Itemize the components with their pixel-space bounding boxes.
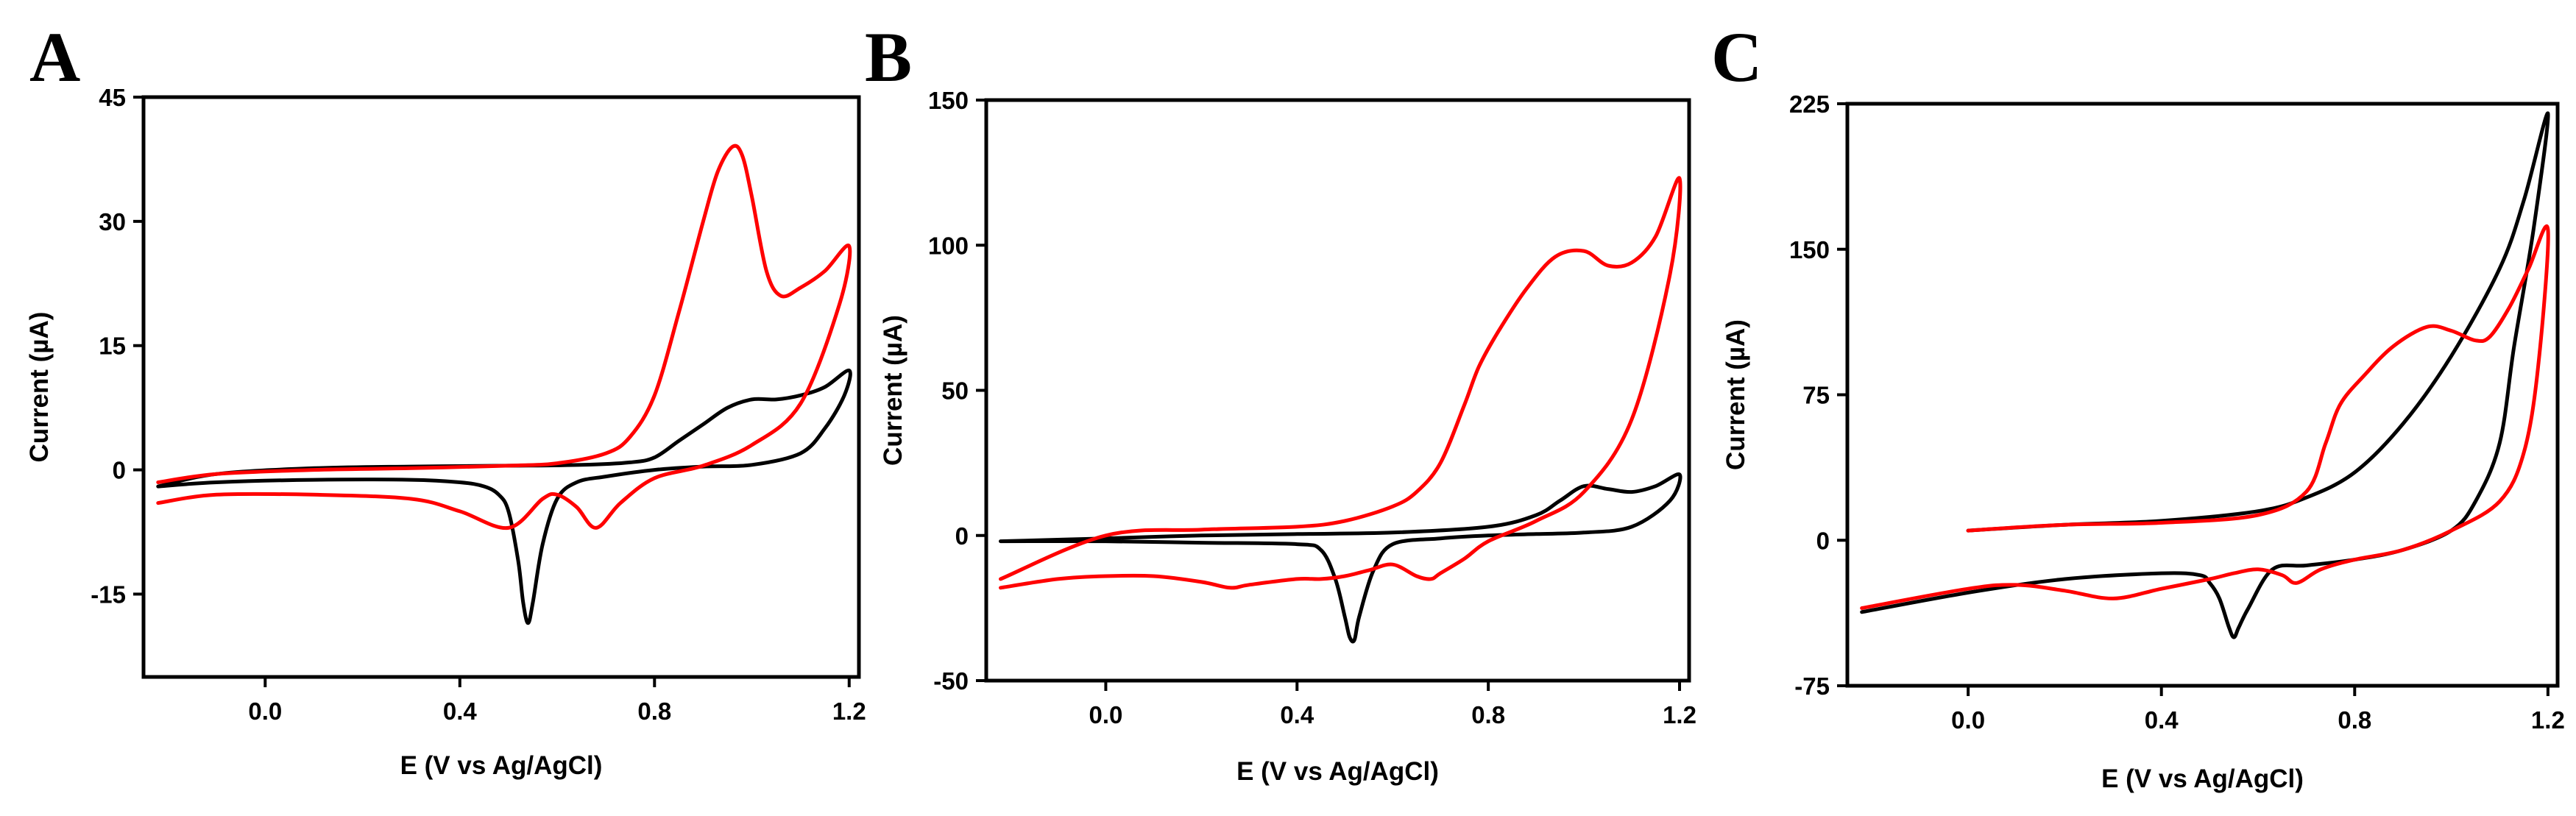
y-tick-label: -15: [91, 581, 126, 608]
series-line-red: [156, 143, 852, 531]
y-axis-label: Current (µA): [25, 312, 54, 463]
panel-letter: B: [865, 18, 912, 96]
x-tick-label: 0.0: [1951, 706, 1985, 734]
y-axis-label: Current (µA): [879, 315, 907, 466]
x-axis-label: E (V vs Ag/AgCl): [400, 751, 603, 780]
y-tick-label: 45: [99, 84, 126, 111]
panel-B: B 0.0 0.4 0.8 1.2 -50 0 50 100 150 E (V vs Ag/AgCl…: [865, 18, 1696, 786]
series-line-black: [156, 369, 852, 625]
x-tick-label: 0.0: [248, 698, 282, 725]
y-tick-label: -50: [933, 667, 969, 695]
x-tick-label: 1.2: [2531, 706, 2565, 734]
series-line-black: [1860, 111, 2550, 639]
y-tick-label: 0: [113, 457, 126, 484]
y-tick-label: 150: [1789, 236, 1830, 263]
x-tick-label: 0.4: [1280, 701, 1314, 728]
y-tick-label: 15: [99, 333, 126, 360]
y-axis-label: Current (µA): [1722, 319, 1750, 470]
series-line-black: [999, 472, 1682, 644]
y-tick-label: 75: [1802, 382, 1830, 409]
plot-frame: [1845, 102, 2560, 688]
x-tick-label: 1.2: [832, 698, 866, 725]
y-tick-label: 100: [928, 232, 969, 259]
panel-letter: C: [1711, 18, 1762, 96]
x-tick-label: 1.2: [1663, 701, 1696, 728]
x-tick-label: 0.8: [637, 698, 671, 725]
y-tick-label: -75: [1794, 673, 1830, 700]
x-tick-label: 0.8: [2338, 706, 2371, 734]
panel-C: C 0.0 0.4 0.8 1.2 -75 0 75 150 225 E (V vs Ag/AgCl…: [1711, 18, 2565, 793]
x-tick-label: 0.0: [1089, 701, 1122, 728]
plot-frame: [141, 95, 861, 679]
x-tick-label: 0.8: [1471, 701, 1505, 728]
y-tick-label: 0: [1816, 527, 1830, 554]
y-tick-label: 150: [928, 87, 969, 114]
x-tick-label: 0.4: [443, 698, 478, 725]
y-tick-label: 50: [941, 377, 969, 405]
y-tick-label: 225: [1789, 91, 1830, 118]
y-tick-label: 30: [99, 208, 126, 235]
x-axis-label: E (V vs Ag/AgCl): [1236, 757, 1439, 786]
x-axis-label: E (V vs Ag/AgCl): [2101, 764, 2304, 793]
series-line-red: [999, 176, 1682, 590]
series-line-red: [1860, 224, 2550, 610]
y-tick-label: 0: [955, 522, 969, 550]
x-tick-label: 0.4: [2145, 706, 2179, 734]
panel-letter: A: [29, 18, 80, 96]
panel-A: A 0.0 0.4 0.8 1.2 -15 0 15 30 45 E (V vs Ag/AgCl) C…: [25, 18, 866, 780]
